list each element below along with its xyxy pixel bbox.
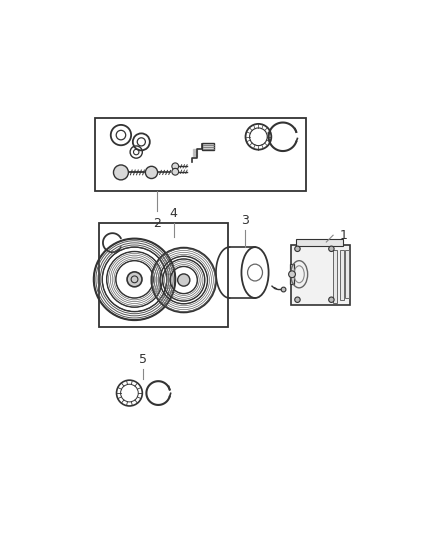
Text: 3: 3 xyxy=(241,214,249,227)
Bar xyxy=(340,251,344,301)
Circle shape xyxy=(295,246,300,252)
Circle shape xyxy=(172,168,179,175)
Text: 2: 2 xyxy=(153,216,160,230)
Text: 5: 5 xyxy=(139,353,147,366)
Circle shape xyxy=(281,287,286,292)
Circle shape xyxy=(145,166,158,179)
Bar xyxy=(290,264,294,285)
Bar xyxy=(99,223,228,327)
Circle shape xyxy=(127,272,142,287)
Circle shape xyxy=(178,274,190,286)
Bar xyxy=(345,251,349,297)
Circle shape xyxy=(113,165,128,180)
Circle shape xyxy=(328,297,334,302)
Bar xyxy=(202,143,214,150)
Circle shape xyxy=(289,271,295,278)
Circle shape xyxy=(295,297,300,302)
Circle shape xyxy=(172,163,179,169)
Bar xyxy=(95,118,306,191)
Bar xyxy=(296,239,343,246)
Text: 1: 1 xyxy=(340,229,348,242)
Bar xyxy=(333,251,337,303)
Text: 4: 4 xyxy=(170,207,177,220)
Bar xyxy=(291,245,350,305)
Circle shape xyxy=(328,246,334,252)
